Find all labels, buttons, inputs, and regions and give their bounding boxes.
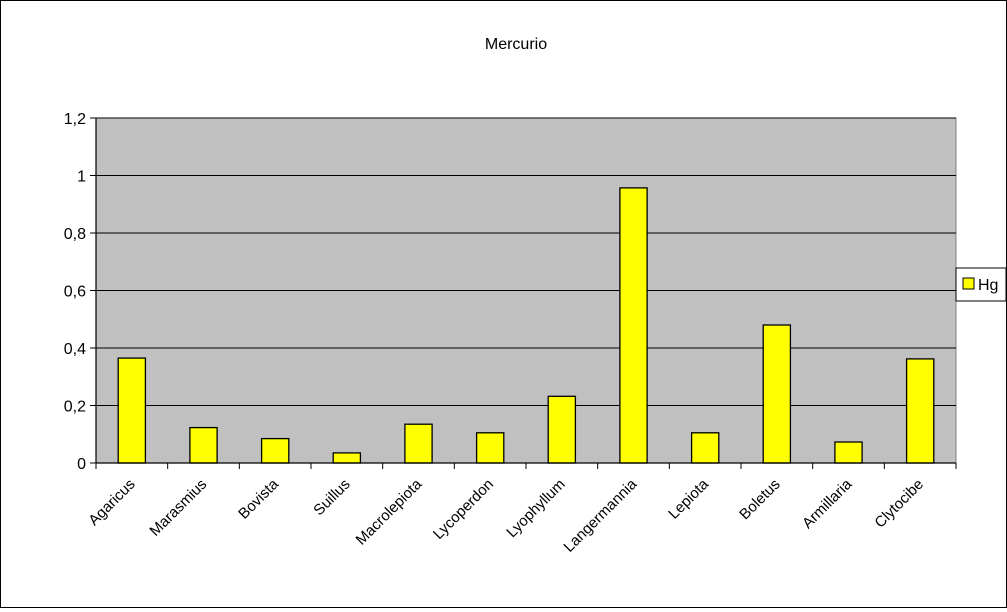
bar: [619, 187, 648, 464]
bar: [404, 423, 433, 464]
bar: [905, 358, 935, 464]
y-tick-label: 0,2: [64, 399, 86, 416]
bar: [690, 432, 720, 464]
x-tick-label: Lyophyllum: [503, 476, 568, 541]
legend-label-hg: Hg: [978, 277, 998, 294]
y-tick-label: 0,4: [64, 341, 86, 358]
bar: [475, 432, 505, 464]
axes: [90, 117, 957, 469]
gridlines: [96, 117, 956, 406]
x-tick-label: Macrolepiota: [353, 475, 426, 548]
bar: [332, 452, 362, 464]
x-tick-labels: Agaricus Marasmius Bovista SuillusMacrolepi…: [85, 475, 927, 555]
bars: [117, 187, 935, 464]
y-tick-label: 1,2: [64, 111, 86, 128]
x-tick-label: Clytocibe: [871, 476, 927, 532]
bar: [762, 324, 792, 464]
bar: [189, 426, 218, 464]
legend: Hg: [955, 267, 1007, 302]
x-tick-label: Lepiota: [665, 475, 712, 522]
x-tick-label: Suillus: [310, 476, 353, 519]
bar: [260, 437, 290, 464]
x-tick-label: Boletus: [736, 476, 783, 523]
legend-swatch-hg: [962, 277, 975, 290]
bar: [547, 395, 577, 464]
bar: [834, 441, 863, 464]
bar: [117, 357, 147, 464]
y-tick-label: 1: [77, 169, 86, 186]
y-tick-label: 0: [77, 456, 86, 473]
y-tick-label: 0,8: [64, 226, 86, 243]
x-tick-label: Agaricus: [85, 476, 138, 529]
x-tick-label: Armillaria: [799, 475, 856, 532]
y-tick-label: 0,6: [64, 284, 86, 301]
x-tick-label: Bovista: [235, 475, 282, 522]
x-tick-label: Lycoperdon: [430, 476, 497, 543]
x-tick-label: Langermannia: [560, 475, 640, 555]
y-tick-labels: 0 0,2 0,4 0,6 0,8 1 1,2: [64, 111, 86, 473]
x-tick-label: Marasmius: [146, 476, 210, 540]
chart-title: Mercurio: [485, 36, 547, 53]
